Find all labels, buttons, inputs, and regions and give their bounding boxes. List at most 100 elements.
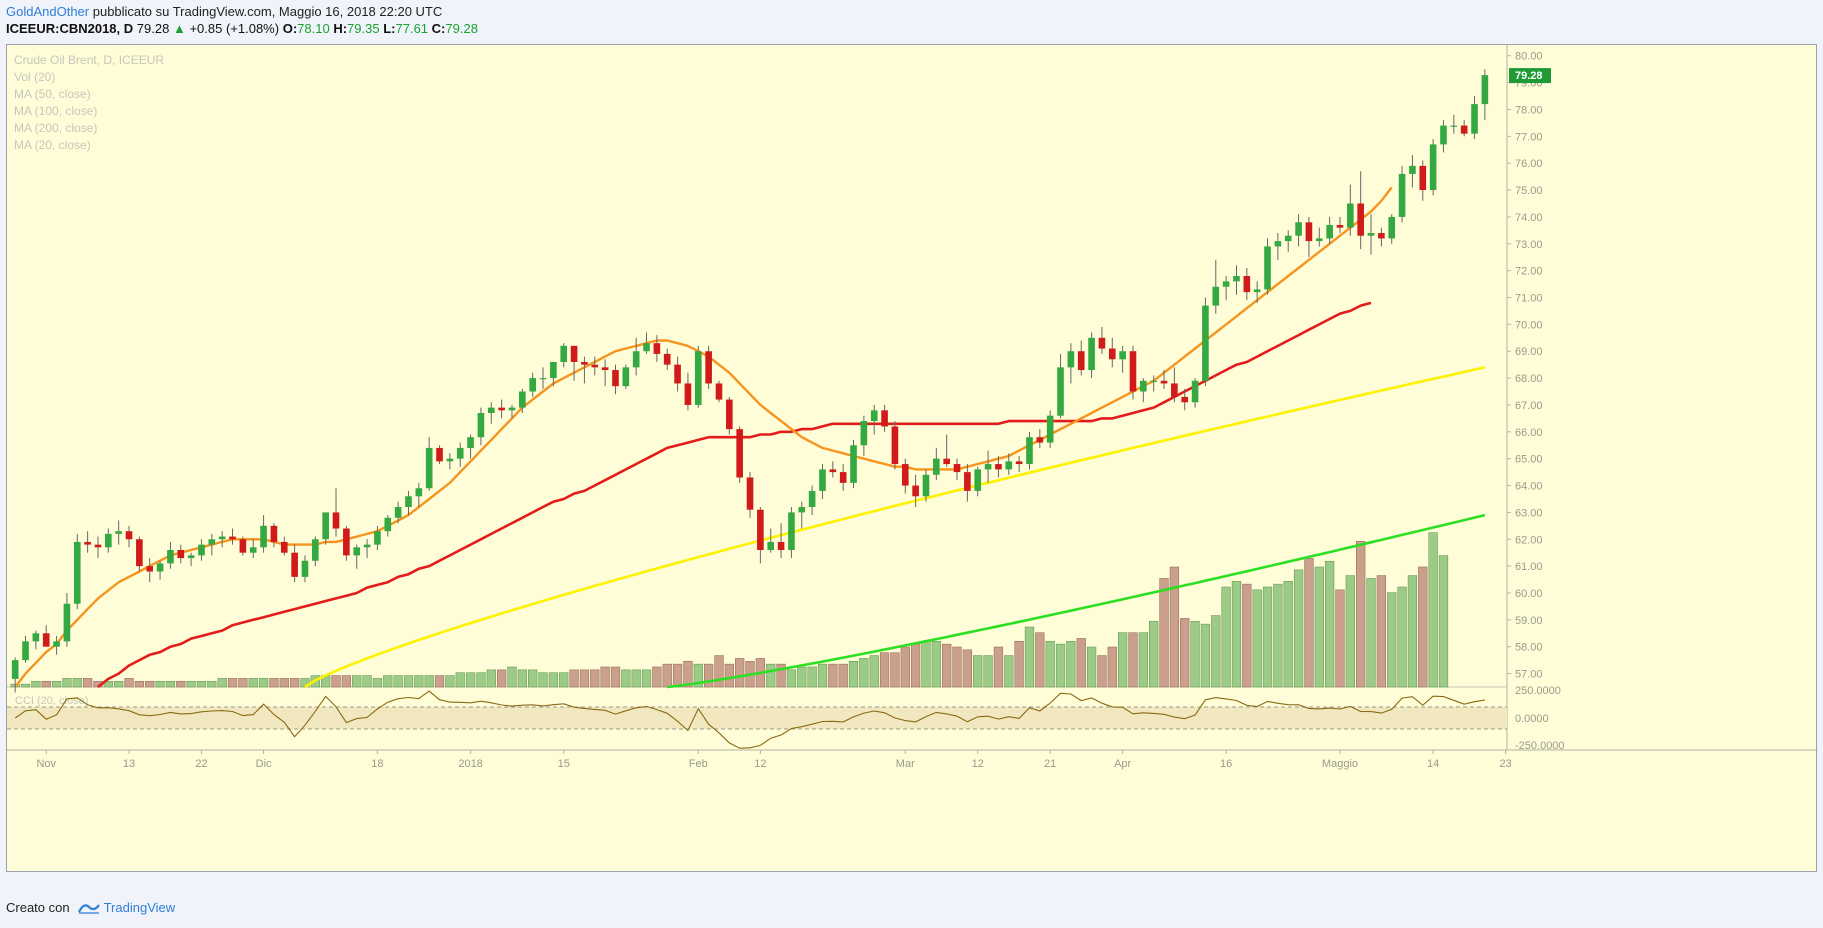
volume-bar: [486, 669, 496, 688]
created-with-text: Creato con: [6, 900, 70, 915]
candle-body: [125, 531, 133, 540]
volume-bar: [227, 678, 238, 688]
volume-bar: [683, 660, 693, 688]
candle-body: [632, 351, 640, 368]
candle-body: [167, 550, 174, 564]
volume-bar: [476, 672, 486, 688]
candle-body: [1243, 276, 1251, 293]
volume-bar: [393, 675, 403, 688]
candle-body: [519, 391, 526, 408]
candle-body: [1171, 383, 1178, 397]
volume-bar: [1283, 580, 1293, 688]
legend-ma200[interactable]: MA (200, close): [14, 121, 98, 135]
volume-bar: [631, 669, 641, 688]
candle-body: [1005, 461, 1013, 470]
candle-body: [612, 370, 619, 387]
volume-bar: [1304, 558, 1314, 688]
legend-ma100[interactable]: MA (100, close): [14, 104, 98, 118]
volume-bar: [817, 663, 828, 688]
volume-bar: [41, 680, 51, 688]
volume-bar: [72, 678, 82, 688]
candle-body: [1119, 351, 1126, 360]
candle-body: [539, 378, 547, 380]
volume-bar: [890, 652, 900, 688]
candle-body: [663, 353, 671, 365]
candle-body: [249, 547, 257, 553]
volume-bar: [1128, 632, 1138, 688]
candle-body: [405, 496, 412, 508]
volume-bar: [1428, 532, 1438, 688]
candle-body: [1440, 125, 1447, 145]
x-tick-label: 2018: [458, 758, 482, 770]
y-tick-label: 73.00: [1515, 239, 1543, 251]
volume-bar: [528, 669, 538, 688]
candle-body: [870, 410, 878, 422]
volume-bar: [507, 666, 517, 688]
candle-body: [591, 364, 599, 368]
candle-body: [1026, 437, 1033, 465]
candle-body: [208, 539, 216, 545]
volume-bar: [1211, 615, 1221, 688]
legend-vol[interactable]: Vol (20): [14, 70, 56, 84]
volume-bar: [362, 675, 372, 688]
legend-ma20[interactable]: MA (20, close): [14, 138, 91, 152]
y-tick-label: 58.00: [1515, 642, 1543, 654]
tradingview-link[interactable]: TradingView: [103, 900, 176, 915]
candle-body: [1315, 238, 1323, 242]
volume-bar: [383, 675, 393, 688]
x-tick-label: Dic: [256, 758, 272, 770]
candle-body: [953, 464, 961, 473]
chart-panel[interactable]: 80.00 79.00 78.00 77.00 76.00 75.00 74.00 73.00…: [6, 44, 1818, 873]
candle-body: [280, 541, 288, 553]
volume-bar: [569, 669, 579, 688]
tradingview-logo-icon[interactable]: [77, 902, 100, 914]
volume-bar: [434, 675, 445, 688]
candle-body: [746, 477, 754, 510]
volume-bar: [548, 672, 559, 688]
candle-body: [839, 472, 847, 483]
candle-body: [332, 512, 340, 529]
volume-bar: [1387, 592, 1397, 688]
candle-body: [767, 541, 775, 551]
candle-body: [798, 507, 806, 513]
last-price-tag-label: 79.28: [1515, 70, 1543, 82]
volume-bar: [703, 663, 714, 688]
volume-bar: [1438, 555, 1449, 688]
legend-ma50[interactable]: MA (50, close): [14, 87, 91, 101]
price-chart-svg[interactable]: 80.0079.0078.0077.0076.0075.0074.0073.00…: [7, 45, 1818, 873]
ma100-line: [304, 366, 1486, 689]
candle-body: [446, 458, 454, 462]
indicator-legend: Crude Oil Brent, D, ICEEUR Vol (20) MA (…: [14, 52, 164, 154]
volume-bar: [165, 680, 176, 688]
candle-body: [229, 536, 236, 540]
candle-body: [270, 525, 278, 542]
x-tick-label: 12: [754, 758, 766, 770]
candle-body: [736, 429, 743, 478]
candle-body: [1140, 380, 1147, 392]
volume-bar: [1045, 640, 1055, 688]
candle-body: [674, 364, 681, 384]
open-value: 78.10: [297, 21, 330, 36]
volume-bar: [114, 680, 124, 688]
candle-body: [1202, 305, 1209, 381]
candle-body: [570, 345, 578, 362]
volume-bar: [1376, 575, 1387, 688]
volume-bar: [1138, 632, 1148, 688]
y-tick-label: 61.00: [1515, 561, 1543, 573]
volume-bar: [1262, 586, 1273, 688]
volume-bar: [952, 646, 962, 688]
x-tick-label: Maggio: [1322, 758, 1358, 770]
author-link[interactable]: GoldAndOther: [6, 4, 90, 19]
volume-bar: [62, 678, 72, 688]
volume-bar: [1169, 566, 1180, 688]
volume-bar: [1055, 643, 1066, 688]
volume-bar: [1407, 575, 1418, 688]
legend-title: Crude Oil Brent, D, ICEEUR: [14, 53, 165, 67]
candle-body: [694, 351, 702, 405]
candle-body: [498, 407, 505, 411]
candle-body: [829, 469, 837, 473]
candle-body: [901, 464, 909, 486]
volume-bar: [155, 680, 165, 688]
cci-tick-label: 250.0000: [1515, 685, 1561, 697]
ma200-line: [667, 513, 1486, 689]
